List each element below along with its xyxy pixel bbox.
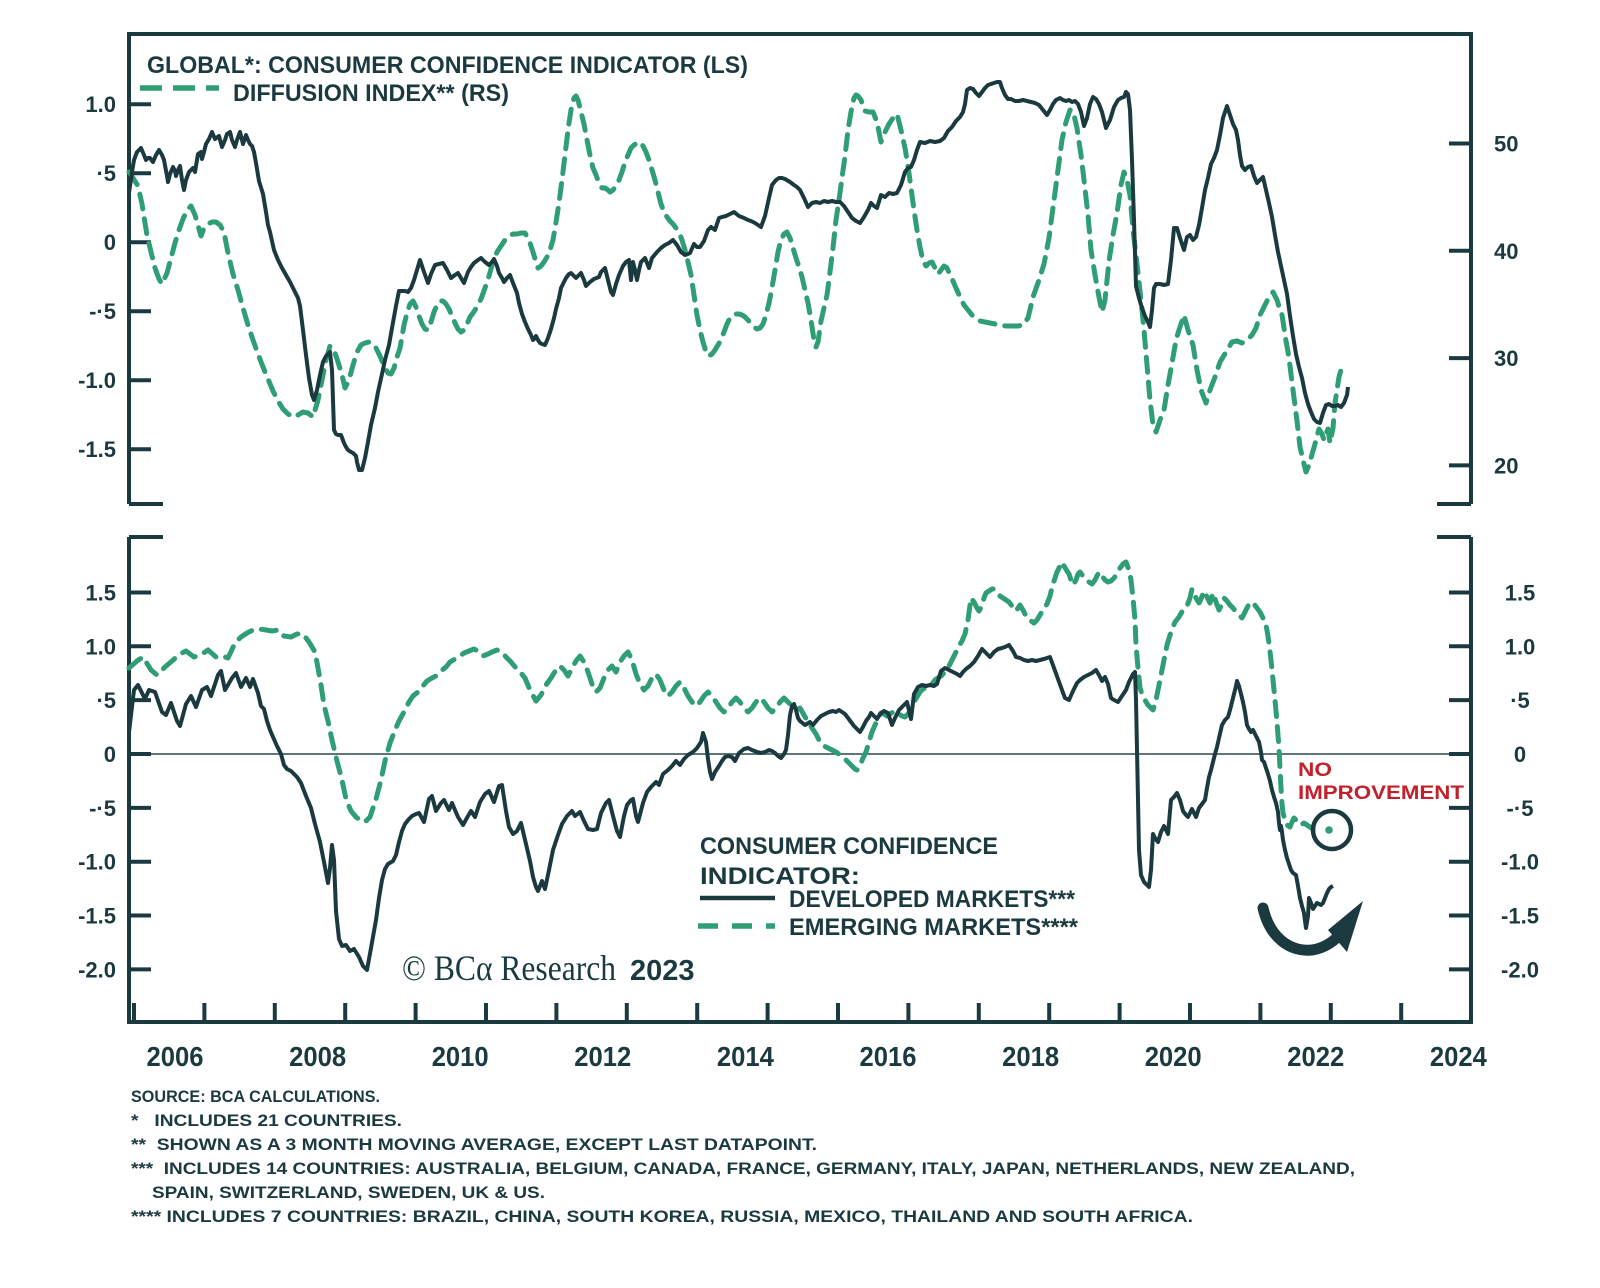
svg-text:1.5: 1.5 — [85, 581, 116, 606]
svg-text:20: 20 — [1494, 453, 1518, 478]
svg-text:2010: 2010 — [432, 1041, 489, 1072]
svg-text:-·5: -·5 — [89, 796, 116, 821]
svg-text:SPAIN, SWITZERLAND, SWEDEN, UK: SPAIN, SWITZERLAND, SWEDEN, UK & US. — [152, 1184, 545, 1202]
svg-text:2023: 2023 — [630, 955, 695, 987]
svg-text:** SHOWN AS A 3 MONTH MOVING: ** SHOWN AS A 3 MONTH MOVING AVERAGE, EX… — [131, 1136, 817, 1154]
svg-text:GLOBAL*: CONSUMER CONFIDENCE I: GLOBAL*: CONSUMER CONFIDENCE INDICATOR (… — [147, 52, 748, 79]
svg-text:2020: 2020 — [1145, 1041, 1202, 1072]
svg-text:2016: 2016 — [860, 1041, 917, 1072]
svg-text:·5: ·5 — [1510, 688, 1530, 713]
svg-text:1.0: 1.0 — [85, 634, 116, 659]
svg-text:-1.5: -1.5 — [1501, 904, 1539, 929]
svg-text:*** INCLUDES 14 COUNTRIES: AU: *** INCLUDES 14 COUNTRIES: AUSTRALIA, BE… — [131, 1160, 1355, 1178]
svg-text:-1.0: -1.0 — [78, 368, 116, 393]
svg-text:DIFFUSION INDEX** (RS): DIFFUSION INDEX** (RS) — [233, 80, 509, 107]
svg-text:-1.0: -1.0 — [78, 850, 116, 875]
svg-text:INDICATOR:: INDICATOR: — [700, 863, 860, 890]
svg-text:·5: ·5 — [96, 688, 116, 713]
svg-text:1.5: 1.5 — [1505, 581, 1536, 606]
svg-text:40: 40 — [1494, 239, 1518, 264]
svg-text:-·5: -·5 — [1507, 796, 1534, 821]
svg-text:-2.0: -2.0 — [78, 957, 116, 982]
svg-text:* INCLUDES 21 COUNTRIES.: * INCLUDES 21 COUNTRIES. — [131, 1112, 402, 1130]
svg-text:EMERGING MARKETS****: EMERGING MARKETS**** — [789, 914, 1079, 941]
svg-text:2006: 2006 — [147, 1041, 204, 1072]
svg-text:50: 50 — [1494, 132, 1518, 157]
svg-text:2014: 2014 — [717, 1041, 774, 1072]
svg-text:IMPROVEMENT: IMPROVEMENT — [1298, 783, 1464, 804]
svg-text:CONSUMER CONFIDENCE: CONSUMER CONFIDENCE — [700, 833, 998, 860]
svg-text:-2.0: -2.0 — [1501, 957, 1539, 982]
svg-text:·5: ·5 — [96, 161, 116, 186]
svg-text:DEVELOPED MARKETS***: DEVELOPED MARKETS*** — [789, 886, 1076, 913]
svg-text:2022: 2022 — [1287, 1041, 1344, 1072]
svg-text:-1.5: -1.5 — [78, 437, 116, 462]
svg-text:1.0: 1.0 — [1505, 634, 1536, 659]
svg-text:-1.5: -1.5 — [78, 904, 116, 929]
svg-text:0: 0 — [1514, 742, 1526, 767]
svg-text:© BCα Research: © BCα Research — [402, 948, 616, 988]
svg-text:0: 0 — [104, 230, 116, 255]
svg-text:NO: NO — [1298, 760, 1332, 781]
svg-text:30: 30 — [1494, 346, 1518, 371]
svg-text:2018: 2018 — [1002, 1041, 1059, 1072]
svg-text:2024: 2024 — [1430, 1041, 1487, 1072]
svg-text:1.0: 1.0 — [85, 92, 116, 117]
svg-text:SOURCE: BCA CALCULATIONS.: SOURCE: BCA CALCULATIONS. — [131, 1088, 380, 1106]
svg-text:2012: 2012 — [574, 1041, 631, 1072]
svg-text:0: 0 — [104, 742, 116, 767]
svg-text:-·5: -·5 — [89, 299, 116, 324]
svg-text:-1.0: -1.0 — [1501, 850, 1539, 875]
svg-text:**** INCLUDES 7 COUNTRIES: BRA: **** INCLUDES 7 COUNTRIES: BRAZIL, CHINA… — [131, 1208, 1193, 1226]
svg-text:2008: 2008 — [289, 1041, 346, 1072]
